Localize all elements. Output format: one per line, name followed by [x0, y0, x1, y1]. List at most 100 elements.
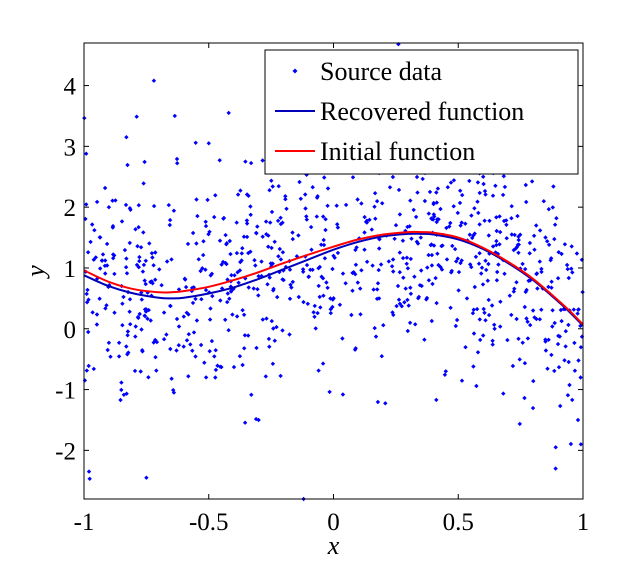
data-point — [372, 191, 378, 196]
data-point — [401, 275, 406, 280]
initial-function-line — [83, 230, 584, 326]
data-point — [290, 230, 295, 235]
data-point — [353, 262, 359, 267]
data-point — [218, 298, 223, 303]
data-point — [85, 287, 90, 293]
data-point — [520, 340, 525, 345]
data-point — [136, 265, 141, 270]
data-point — [390, 174, 396, 180]
data-point — [475, 180, 481, 185]
data-point — [139, 297, 144, 302]
data-point — [445, 185, 450, 190]
data-point — [435, 217, 440, 222]
data-point — [456, 288, 461, 293]
data-point — [502, 184, 508, 190]
data-point — [269, 209, 275, 215]
data-point — [524, 316, 529, 321]
data-point — [121, 294, 126, 300]
data-point — [116, 354, 122, 359]
data-point — [207, 229, 212, 234]
data-point — [213, 375, 218, 380]
data-point — [396, 297, 402, 302]
data-point — [142, 313, 148, 319]
data-point — [296, 294, 301, 300]
data-point — [516, 234, 521, 239]
data-point — [545, 366, 550, 371]
data-point — [455, 210, 460, 216]
data-point — [427, 189, 433, 195]
data-point — [565, 266, 570, 272]
data-point — [362, 247, 367, 252]
data-point — [476, 261, 482, 266]
data-point — [546, 242, 552, 247]
data-point — [125, 329, 131, 334]
data-point — [475, 350, 481, 355]
data-point — [194, 241, 199, 246]
data-point — [164, 259, 170, 264]
data-point — [358, 312, 363, 317]
data-point — [530, 405, 536, 411]
data-point — [153, 250, 158, 255]
data-point — [523, 266, 528, 272]
data-point — [359, 201, 364, 206]
data-point — [113, 198, 118, 203]
data-point — [444, 257, 450, 262]
data-point — [133, 227, 138, 232]
data-point — [153, 355, 158, 360]
data-point — [552, 320, 557, 326]
data-point — [353, 346, 358, 351]
data-point — [135, 244, 140, 249]
data-point — [125, 352, 130, 357]
data-point — [396, 187, 402, 193]
data-point — [405, 297, 410, 303]
function-lines — [83, 230, 584, 327]
data-point — [190, 300, 196, 306]
data-point — [272, 239, 277, 244]
data-point — [549, 352, 554, 358]
data-point — [322, 256, 328, 261]
data-point — [90, 310, 95, 315]
data-point — [537, 259, 542, 264]
data-point — [482, 310, 487, 315]
data-point — [535, 286, 540, 291]
data-point — [208, 306, 213, 311]
data-point — [504, 236, 509, 241]
legend-label: Recovered function — [320, 97, 524, 126]
data-point — [219, 364, 224, 370]
data-point — [522, 361, 528, 366]
data-point — [242, 333, 248, 338]
data-point — [375, 281, 381, 286]
data-point — [525, 319, 530, 324]
data-point — [486, 233, 491, 238]
data-point — [248, 204, 253, 209]
data-point — [149, 251, 155, 256]
data-point — [374, 199, 380, 204]
data-point — [324, 280, 329, 285]
data-point — [509, 204, 514, 209]
data-point — [390, 257, 396, 262]
data-point — [569, 266, 574, 271]
data-point — [489, 303, 495, 308]
data-point — [304, 262, 310, 268]
data-point — [181, 344, 186, 349]
data-point — [195, 213, 200, 219]
data-point — [200, 266, 205, 271]
data-point — [422, 198, 428, 204]
data-point — [498, 299, 503, 304]
data-point — [371, 287, 376, 292]
data-point — [509, 216, 514, 221]
data-point — [92, 228, 97, 233]
data-point — [424, 295, 430, 301]
data-point — [271, 326, 276, 331]
data-point — [249, 392, 254, 397]
data-point — [530, 308, 536, 313]
data-point — [309, 247, 314, 252]
legend-marker-source-data — [292, 68, 298, 74]
data-point — [449, 270, 454, 275]
data-point — [88, 239, 93, 245]
data-point — [124, 391, 129, 396]
data-point — [124, 256, 129, 261]
data-point — [266, 244, 271, 249]
data-point — [248, 212, 253, 217]
data-point — [230, 312, 235, 317]
